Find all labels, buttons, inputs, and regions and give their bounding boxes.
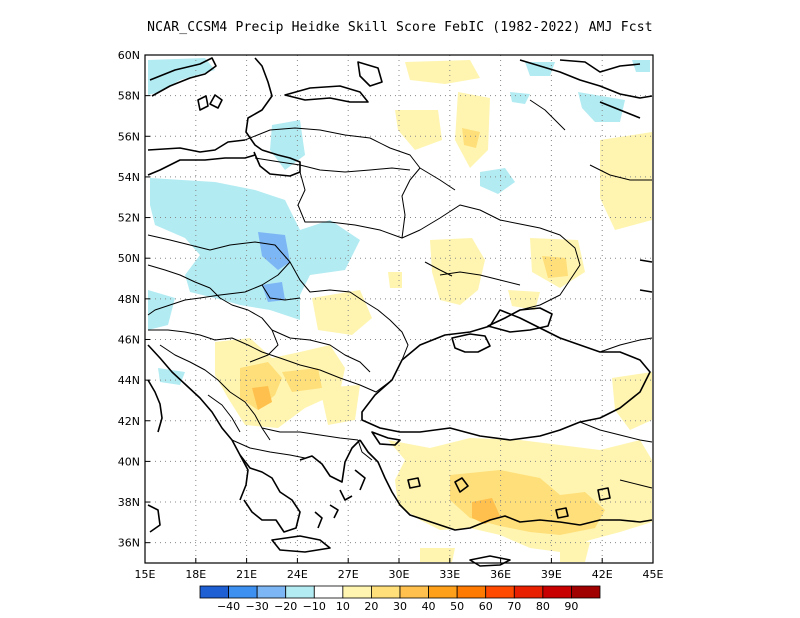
y-axis-labels: 36N 38N 40N 42N 44N 46N 48N 50N 52N 54N 56N 58N 60N xyxy=(118,49,150,550)
x-tick-label: 30E xyxy=(389,568,410,581)
shade-yellow-c1 xyxy=(430,238,485,305)
colorbar-swatch xyxy=(571,585,601,599)
shade-blue-ne5 xyxy=(632,60,650,72)
colorbar-labels: −40 −30 −20 −10 10 20 30 40 50 60 70 80 90 xyxy=(217,600,578,613)
map-title: NCAR_CCSM4 Precip Heidke Skill Score Feb… xyxy=(147,20,653,35)
x-tick-label: 42E xyxy=(592,568,613,581)
shade-yellow-e2b xyxy=(542,256,568,278)
colorbar-label: −30 xyxy=(246,600,269,613)
colorbar-label: 10 xyxy=(336,600,350,613)
colorbar-swatch xyxy=(513,585,544,599)
colorbar-swatch xyxy=(199,585,229,599)
colorbar-swatch xyxy=(485,585,515,599)
y-tick-label: 42N xyxy=(118,415,140,428)
colorbar-label: 70 xyxy=(507,600,521,613)
y-tick-label: 52N xyxy=(118,212,140,225)
shade-blue-core xyxy=(258,232,290,270)
y-tick-label: 54N xyxy=(118,171,140,184)
y-tick-label: 58N xyxy=(118,90,140,103)
colorbar-swatch xyxy=(256,585,287,599)
shade-blue-ne1 xyxy=(525,62,555,76)
shade-blue-adriatic xyxy=(158,368,185,385)
y-tick-label: 38N xyxy=(118,496,140,509)
x-tick-label: 39E xyxy=(541,568,562,581)
shade-yellow-balkan-mid xyxy=(240,362,282,410)
shade-yellow-n3 xyxy=(395,110,442,150)
colorbar xyxy=(199,585,601,599)
x-tick-label: 27E xyxy=(338,568,359,581)
shade-orange-balkan xyxy=(252,386,272,410)
shade-yellow-romania2 xyxy=(282,368,322,392)
shade-yellow-n1 xyxy=(405,60,480,84)
shade-orange-turkey xyxy=(472,498,500,524)
colorbar-label: 90 xyxy=(564,600,578,613)
x-tick-label: 36E xyxy=(490,568,511,581)
shade-yellow-c4 xyxy=(508,290,540,310)
shade-blue-ne4 xyxy=(510,92,530,104)
shade-yellow-cyprus xyxy=(420,548,455,562)
coastlines xyxy=(147,57,653,567)
x-tick-label: 45E xyxy=(643,568,664,581)
shade-yellow-e1 xyxy=(600,132,652,230)
colorbar-swatch xyxy=(285,585,315,599)
y-tick-label: 46N xyxy=(118,333,140,346)
shade-yellow-n2b xyxy=(462,128,480,148)
colorbar-swatch xyxy=(428,585,458,599)
colorbar-label: −20 xyxy=(274,600,297,613)
shade-yellow-greece xyxy=(320,385,360,425)
colorbar-swatch xyxy=(342,585,372,599)
x-tick-label: 21E xyxy=(236,568,257,581)
colorbar-label: 20 xyxy=(364,600,378,613)
shade-yellow-c3 xyxy=(388,272,402,288)
colorbar-swatch xyxy=(313,585,344,599)
y-tick-label: 36N xyxy=(118,537,140,550)
colorbar-swatch xyxy=(456,585,487,599)
colorbar-label: 80 xyxy=(536,600,550,613)
colorbar-label: 50 xyxy=(450,600,464,613)
shade-yellow-c2 xyxy=(312,290,372,335)
y-tick-label: 50N xyxy=(118,252,140,265)
x-axis-labels: 15E 18E 21E 24E 27E 30E 33E 36E 39E 42E 45E xyxy=(135,558,664,581)
x-tick-label: 18E xyxy=(185,568,206,581)
y-tick-label: 44N xyxy=(118,374,140,387)
shade-yellow-n2 xyxy=(455,92,490,168)
colorbar-swatch xyxy=(371,585,401,599)
shade-blue-baltic xyxy=(148,58,215,95)
colorbar-label: 30 xyxy=(393,600,407,613)
x-tick-label: 33E xyxy=(439,568,460,581)
colorbar-swatch xyxy=(542,585,572,599)
shade-yellow-south xyxy=(560,540,590,562)
shade-blue-core2 xyxy=(262,282,285,302)
shade-blue-ne3 xyxy=(480,168,515,194)
colorbar-label: 40 xyxy=(422,600,436,613)
y-tick-label: 56N xyxy=(118,130,140,143)
shade-blue-west xyxy=(148,290,175,330)
y-tick-label: 48N xyxy=(118,293,140,306)
colorbar-label: −10 xyxy=(303,600,326,613)
country-borders xyxy=(147,99,653,489)
shade-blue-ne2 xyxy=(578,92,625,122)
y-tick-label: 60N xyxy=(118,49,140,62)
x-tick-label: 24E xyxy=(287,568,308,581)
colorbar-label: −40 xyxy=(217,600,240,613)
colorbar-label: 60 xyxy=(479,600,493,613)
colorbar-swatch xyxy=(399,585,429,599)
shade-blue-latvia xyxy=(270,120,305,170)
colorbar-swatch xyxy=(228,585,258,599)
y-tick-label: 40N xyxy=(118,455,140,468)
x-tick-label: 15E xyxy=(135,568,156,581)
